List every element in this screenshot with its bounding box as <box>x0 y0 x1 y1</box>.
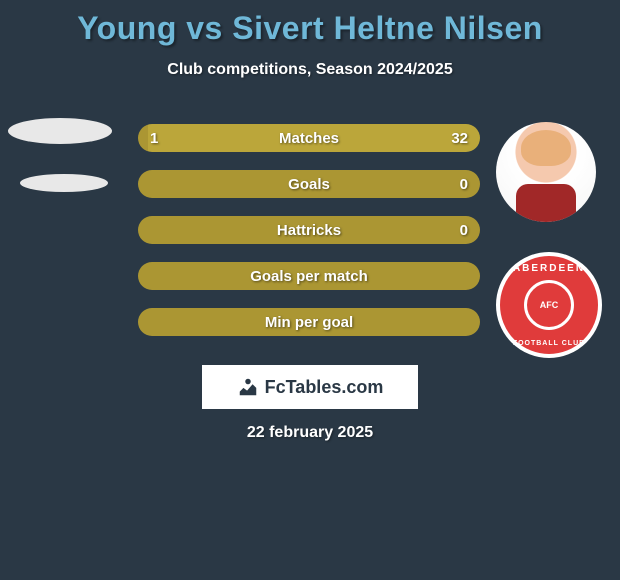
bar-label: Goals <box>138 170 480 198</box>
club-badge-inner: AFC <box>524 280 574 330</box>
left-player-placeholder <box>8 118 112 144</box>
date-label: 22 february 2025 <box>0 424 620 442</box>
club-badge-top-text: ABERDEEN <box>513 263 585 274</box>
bar-label: Matches <box>138 124 480 152</box>
bar-label: Min per goal <box>138 308 480 336</box>
stat-bar: Min per goal <box>138 308 480 336</box>
bar-label: Hattricks <box>138 216 480 244</box>
bar-value-right: 0 <box>460 216 468 244</box>
stat-bar: Hattricks0 <box>138 216 480 244</box>
club-badge-inner-text: AFC <box>540 300 559 310</box>
right-club-badge: ABERDEEN AFC FOOTBALL CLUB <box>496 252 602 358</box>
comparison-bars: Matches132Goals0Hattricks0Goals per matc… <box>138 124 480 354</box>
bar-value-right: 32 <box>451 124 468 152</box>
subtitle: Club competitions, Season 2024/2025 <box>0 61 620 79</box>
logo-text: FcTables.com <box>265 377 384 398</box>
bar-value-right: 0 <box>460 170 468 198</box>
bar-label: Goals per match <box>138 262 480 290</box>
stat-bar: Goals0 <box>138 170 480 198</box>
fctables-logo: FcTables.com <box>202 365 418 409</box>
left-player-column <box>8 118 116 222</box>
club-badge-bottom-text: FOOTBALL CLUB <box>513 340 585 347</box>
right-player-column: ABERDEEN AFC FOOTBALL CLUB <box>496 122 602 358</box>
stat-bar: Goals per match <box>138 262 480 290</box>
page-title: Young vs Sivert Heltne Nilsen <box>0 0 620 47</box>
bar-value-left: 1 <box>150 124 158 152</box>
chart-icon <box>237 376 259 398</box>
left-club-placeholder <box>20 174 108 192</box>
right-player-photo <box>496 122 596 222</box>
stat-bar: Matches1 32 <box>138 124 480 152</box>
